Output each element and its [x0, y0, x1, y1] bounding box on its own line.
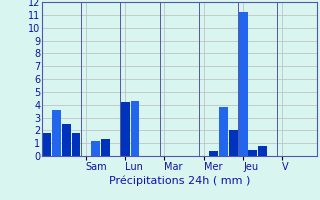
X-axis label: Précipitations 24h ( mm ): Précipitations 24h ( mm ) — [108, 176, 250, 186]
Bar — [229, 130, 238, 156]
Bar — [239, 12, 247, 156]
Bar — [209, 151, 218, 156]
Bar — [42, 133, 51, 156]
Bar — [121, 102, 130, 156]
Bar — [131, 101, 140, 156]
Bar — [62, 124, 71, 156]
Bar — [249, 150, 257, 156]
Bar — [52, 110, 61, 156]
Bar — [72, 133, 80, 156]
Bar — [101, 139, 110, 156]
Bar — [258, 146, 267, 156]
Bar — [91, 141, 100, 156]
Bar — [219, 107, 228, 156]
